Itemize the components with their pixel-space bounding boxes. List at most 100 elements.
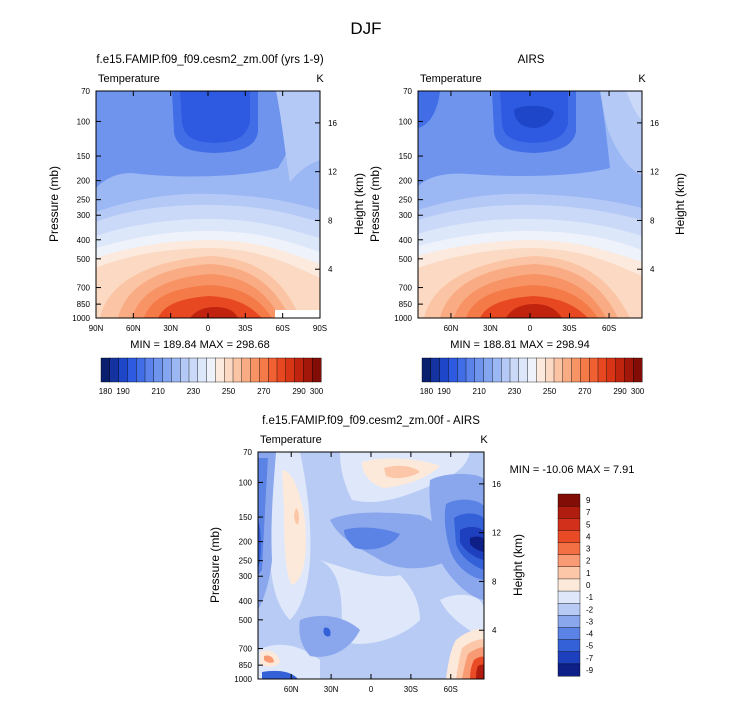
- colorbar-swatch: [109, 357, 120, 383]
- figure-title: DJF: [350, 19, 381, 38]
- axes: 60N 30N 0 30S 60S 70 100 150 200 250 300 400 500 700 8…: [234, 448, 501, 694]
- x-tick-label: 60S: [602, 324, 616, 333]
- colorbar-swatch: [557, 603, 581, 616]
- axes: 60N 30N 0 30S 60S 70 100 150 200 250 300 400 500 700 8…: [394, 87, 659, 333]
- y-tick-label: 850: [77, 300, 91, 309]
- colorbar-label: 5: [586, 520, 591, 529]
- y-tick-label: 300: [77, 211, 91, 220]
- colorbar-label: 190: [116, 387, 130, 396]
- x-tick-label: 90N: [89, 324, 104, 333]
- colorbar-swatch: [557, 505, 581, 519]
- x-tick-label: 30N: [483, 324, 498, 333]
- y2-axis-title: Height (km): [511, 534, 525, 596]
- y-tick-label: 500: [399, 255, 413, 264]
- panel-title: AIRS: [518, 54, 545, 66]
- colorbar-swatch: [633, 357, 643, 383]
- colorbar-swatch: [276, 357, 287, 383]
- colorbar-swatch: [268, 357, 278, 383]
- y2-axis-title: Height (km): [673, 173, 687, 235]
- y-tick-label: 250: [239, 557, 253, 566]
- x-tick-label: 30N: [163, 324, 178, 333]
- colorbar-label: 210: [152, 387, 166, 396]
- contour-band: [344, 527, 400, 550]
- panel-title: f.e15.FAMIP.f09_f09.cesm2_zm.00f (yrs 1-…: [96, 54, 324, 66]
- contour-band: [470, 536, 484, 552]
- left-label: Temperature: [98, 73, 160, 85]
- y2-tick-label: 8: [328, 216, 333, 225]
- y2-tick-label: 16: [328, 119, 337, 128]
- colorbar-swatch: [232, 357, 243, 383]
- colorbar-swatch: [483, 357, 493, 383]
- y-tick-label: 300: [239, 572, 253, 581]
- colorbar-swatch: [127, 357, 137, 383]
- colorbar-swatch: [557, 627, 581, 641]
- x-tick-label: 60S: [276, 324, 290, 333]
- colorbar-swatch: [135, 357, 146, 383]
- x-tick-label: 30N: [324, 685, 339, 694]
- colorbar: 180 190 210 230 250 270 290 300: [99, 357, 324, 396]
- panel-airs: AIRS Temperature K 60N 30N 0 30S 60S: [368, 54, 687, 396]
- y-tick-label: 150: [77, 152, 91, 161]
- colorbar: 180 190 210 230 250 270 290 300: [420, 357, 645, 396]
- colorbar-swatch: [474, 357, 485, 383]
- colorbar-swatch: [430, 357, 441, 383]
- contour-band: [264, 655, 274, 663]
- contour-band: [190, 307, 238, 318]
- x-tick-label: 60N: [284, 685, 299, 694]
- y2-tick-label: 12: [650, 168, 659, 177]
- colorbar-swatch: [557, 615, 581, 628]
- panel-title: f.e15.FAMIP.f09_f09.cesm2_zm.00f - AIRS: [262, 415, 480, 427]
- x-tick-label: 30S: [562, 324, 576, 333]
- colorbar-swatch: [557, 651, 581, 665]
- x-tick-label: 30S: [238, 324, 252, 333]
- y-axis-title: Pressure (mb): [208, 527, 222, 603]
- colorbar-swatch: [557, 639, 581, 653]
- y2-tick-label: 4: [650, 265, 655, 274]
- y-tick-label: 300: [399, 211, 413, 220]
- colorbar-label: 270: [257, 387, 271, 396]
- colorbar-label: 9: [586, 496, 591, 505]
- colorbar-label: 230: [508, 387, 522, 396]
- y-tick-label: 200: [77, 177, 91, 186]
- colorbar-label: -2: [586, 605, 594, 614]
- colorbar-label: 290: [613, 387, 627, 396]
- x-tick-label: 60N: [444, 324, 459, 333]
- y2-tick-label: 4: [492, 626, 497, 635]
- x-tick-label: 90S: [313, 324, 327, 333]
- left-label: Temperature: [260, 434, 322, 446]
- y-tick-label: 200: [399, 177, 413, 186]
- contour-band: [323, 627, 331, 637]
- y2-tick-label: 12: [492, 529, 501, 538]
- colorbar-label: 250: [222, 387, 236, 396]
- colorbar-label: 0: [586, 581, 591, 590]
- y2-tick-label: 16: [492, 480, 501, 489]
- colorbar-swatch: [259, 357, 269, 383]
- colorbar-label: -3: [586, 617, 594, 626]
- contour-band: [282, 470, 306, 585]
- contour-band: [418, 91, 440, 128]
- colorbar-label: -9: [586, 666, 594, 675]
- y-axis-title: Pressure (mb): [368, 166, 382, 242]
- colorbar-swatch: [457, 357, 467, 383]
- colorbar-swatch: [197, 357, 208, 383]
- colorbar-swatch: [250, 357, 260, 383]
- contour-band: [626, 91, 642, 120]
- colorbar-swatch: [536, 357, 546, 383]
- left-label: Temperature: [420, 73, 482, 85]
- colorbar-swatch: [171, 357, 181, 383]
- colorbar-swatch: [465, 357, 476, 383]
- y2-axis-title: Height (km): [352, 173, 366, 235]
- x-tick-label: 60S: [444, 685, 458, 694]
- y-tick-label: 1000: [72, 314, 90, 323]
- colorbar-label: 300: [310, 387, 324, 396]
- y2-tick-label: 4: [328, 265, 333, 274]
- colorbar-swatch: [206, 357, 216, 383]
- colorbar-swatch: [294, 357, 304, 383]
- y-tick-label: 400: [239, 597, 253, 606]
- contour-band: [180, 91, 250, 143]
- stats-label: MIN = 189.84 MAX = 298.68: [130, 339, 269, 351]
- colorbar-swatch: [501, 357, 511, 383]
- colorbar-swatch: [557, 518, 581, 531]
- colorbar-swatch: [557, 590, 581, 604]
- colorbar-label: 300: [631, 387, 645, 396]
